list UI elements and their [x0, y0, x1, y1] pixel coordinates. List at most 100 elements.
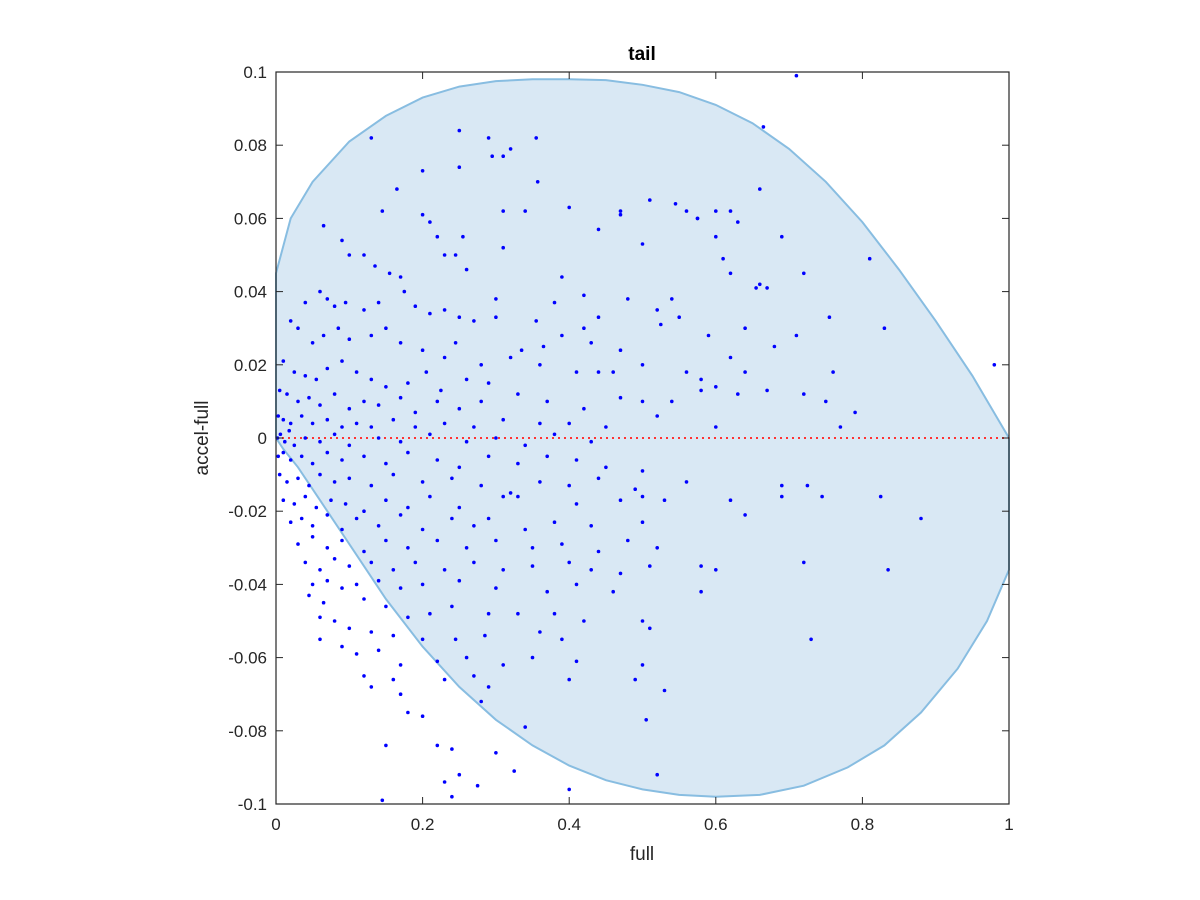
- data-point: [332, 480, 337, 484]
- data-point: [754, 286, 758, 290]
- data-point: [659, 322, 663, 327]
- data-point: [523, 725, 527, 729]
- data-point: [802, 560, 806, 565]
- data-point: [310, 341, 315, 345]
- data-point: [545, 399, 549, 404]
- data-point: [347, 253, 352, 257]
- data-point: [442, 568, 447, 572]
- data-point: [457, 578, 462, 583]
- data-point: [376, 300, 381, 305]
- data-point: [398, 586, 403, 590]
- data-point: [820, 494, 824, 499]
- data-point: [281, 498, 286, 503]
- data-point: [530, 655, 535, 660]
- data-point: [402, 289, 407, 294]
- data-point: [728, 498, 733, 503]
- data-point: [391, 677, 396, 682]
- data-point: [516, 392, 520, 396]
- x-tick-label: 0: [271, 815, 280, 834]
- data-point: [523, 209, 527, 213]
- data-point: [802, 392, 806, 396]
- data-point: [281, 359, 286, 363]
- data-point: [809, 637, 813, 642]
- data-point: [714, 385, 718, 389]
- data-point: [780, 483, 784, 488]
- data-point: [457, 505, 462, 510]
- y-tick-label: -0.1: [238, 795, 267, 814]
- data-point: [428, 432, 432, 437]
- data-point: [574, 458, 579, 462]
- data-point: [292, 502, 297, 506]
- data-point: [420, 637, 425, 642]
- data-point: [618, 395, 623, 400]
- data-point: [501, 568, 506, 572]
- data-point: [296, 542, 300, 546]
- data-point: [384, 538, 388, 543]
- data-point: [464, 377, 469, 382]
- data-point: [530, 546, 535, 550]
- data-point: [325, 450, 330, 455]
- data-point: [534, 136, 538, 140]
- data-point: [541, 344, 546, 349]
- data-point: [567, 560, 571, 565]
- data-point: [420, 527, 425, 532]
- y-tick-label: -0.02: [228, 502, 267, 521]
- data-point: [420, 348, 425, 353]
- data-point: [318, 615, 322, 620]
- data-point: [332, 392, 337, 396]
- data-point: [413, 560, 418, 565]
- data-point: [736, 392, 740, 396]
- data-point: [310, 582, 315, 587]
- data-point: [794, 333, 799, 338]
- data-point: [380, 798, 385, 803]
- data-point: [318, 472, 322, 477]
- axes-layer: [275, 71, 1010, 805]
- y-tick-label: 0.1: [243, 63, 267, 82]
- data-point: [343, 502, 348, 506]
- data-point: [292, 370, 297, 374]
- data-point: [486, 136, 491, 140]
- data-point: [486, 685, 491, 689]
- data-point: [992, 363, 997, 367]
- data-point: [325, 513, 330, 517]
- data-point: [384, 461, 388, 466]
- data-point: [354, 421, 359, 426]
- data-point: [277, 388, 282, 393]
- data-point: [369, 377, 374, 382]
- data-point: [340, 238, 344, 243]
- data-point: [618, 209, 623, 213]
- data-point: [362, 674, 366, 678]
- data-point: [288, 319, 293, 323]
- data-point: [486, 611, 491, 616]
- data-point: [369, 136, 374, 140]
- data-point: [538, 630, 542, 634]
- data-point: [838, 425, 843, 429]
- data-point: [574, 659, 579, 664]
- y-axis-label: accel-full: [192, 401, 213, 476]
- data-point: [640, 363, 645, 367]
- data-point: [450, 516, 454, 521]
- data-point: [325, 297, 330, 301]
- y-tick-label: -0.06: [228, 649, 267, 668]
- data-point: [442, 677, 447, 682]
- data-point: [285, 480, 289, 484]
- data-point: [582, 326, 586, 331]
- data-point: [384, 604, 388, 609]
- data-point: [714, 234, 718, 239]
- data-point: [435, 743, 440, 748]
- data-point: [281, 417, 286, 422]
- data-point: [574, 502, 579, 506]
- data-point: [596, 476, 601, 481]
- tick-label-layer: 0 0.2 0.4 0.6 0.8 1 -0.1 -0.08 -0.06 -0.04 -0.02 0 0…: [228, 63, 1013, 834]
- data-point: [413, 304, 418, 309]
- data-point: [453, 637, 458, 642]
- data-point: [501, 209, 506, 213]
- data-point: [765, 388, 769, 393]
- data-point: [318, 568, 322, 572]
- data-point: [406, 710, 410, 715]
- data-point: [780, 234, 784, 239]
- data-point: [501, 417, 506, 422]
- data-point: [516, 461, 520, 466]
- data-point: [376, 578, 381, 583]
- data-point: [472, 524, 476, 528]
